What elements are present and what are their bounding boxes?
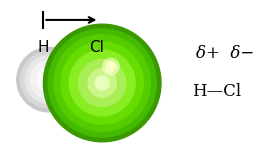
Text: H: H bbox=[38, 40, 49, 55]
Ellipse shape bbox=[43, 24, 161, 142]
Ellipse shape bbox=[95, 76, 109, 90]
Ellipse shape bbox=[37, 67, 61, 92]
Ellipse shape bbox=[43, 73, 55, 86]
Ellipse shape bbox=[61, 42, 143, 124]
Ellipse shape bbox=[21, 51, 77, 108]
Text: H—Cl: H—Cl bbox=[192, 83, 241, 100]
Ellipse shape bbox=[25, 56, 73, 104]
Ellipse shape bbox=[48, 29, 156, 137]
Ellipse shape bbox=[69, 50, 135, 116]
Text: δ+  δ−: δ+ δ− bbox=[196, 45, 254, 62]
Ellipse shape bbox=[108, 64, 114, 70]
Ellipse shape bbox=[88, 69, 116, 97]
Text: Cl: Cl bbox=[89, 40, 104, 55]
Ellipse shape bbox=[79, 59, 126, 107]
Ellipse shape bbox=[103, 58, 119, 75]
Ellipse shape bbox=[30, 61, 68, 98]
Ellipse shape bbox=[110, 65, 112, 68]
Ellipse shape bbox=[106, 61, 116, 72]
Ellipse shape bbox=[17, 47, 81, 112]
Ellipse shape bbox=[54, 35, 150, 131]
